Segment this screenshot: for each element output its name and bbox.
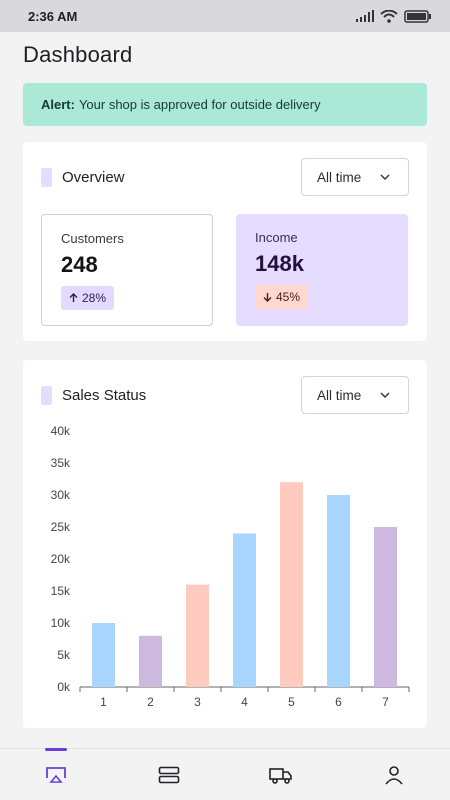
nav-item-delivery[interactable]: [251, 749, 311, 800]
customers-stat[interactable]: Customers 248 28%: [41, 214, 213, 326]
y-tick-label: 40k: [51, 424, 71, 438]
signal-icon: [356, 10, 374, 22]
status-bar: 2:36 AM: [0, 0, 450, 32]
chart-bar[interactable]: [139, 635, 162, 687]
customers-change: 28%: [82, 291, 107, 305]
battery-icon: [404, 9, 431, 23]
chevron-down-icon: [380, 392, 390, 398]
alert-label: Alert:: [41, 97, 75, 112]
x-tick-label: 2: [147, 695, 154, 709]
storage-icon: [158, 766, 180, 783]
chart-bar[interactable]: [327, 495, 350, 687]
y-tick-label: 15k: [51, 584, 71, 598]
overview-title-group: Overview: [41, 167, 125, 187]
sales-title: Sales Status: [62, 386, 147, 404]
y-tick-label: 30k: [51, 488, 71, 502]
arrow-down-icon: [263, 293, 272, 302]
x-tick-label: 3: [194, 695, 201, 709]
customers-label: Customers: [61, 231, 124, 246]
y-tick-label: 5k: [57, 648, 71, 662]
y-tick-label: 10k: [51, 616, 71, 630]
alert-message: Your shop is approved for outside delive…: [78, 97, 321, 112]
sales-header: Sales Status All time: [41, 360, 409, 430]
nav-item-profile[interactable]: [364, 749, 424, 800]
chart-bar[interactable]: [233, 533, 256, 687]
income-value: 148k: [255, 251, 304, 276]
wifi-icon: [380, 9, 398, 23]
sales-title-group: Sales Status: [41, 385, 147, 405]
income-change-badge: 45%: [255, 285, 309, 309]
overview-card: Overview All time Customers 248 28% Inco…: [23, 142, 427, 341]
sales-bar-chart: 0k 5k 10k 15k 20k 25k 30k 35k 40k 1 2 3 4 5 6 7: [51, 424, 410, 709]
sales-status-card: Sales Status All time 0k 5k 10k 15k 20k 25k 30…: [23, 360, 427, 728]
status-icons: [356, 9, 432, 23]
income-stat[interactable]: Income 148k 45%: [236, 214, 408, 326]
overview-header: Overview All time: [41, 142, 409, 212]
y-tick-label: 35k: [51, 456, 71, 470]
cast-icon: [46, 766, 67, 783]
chart-bar[interactable]: [92, 623, 115, 687]
income-change: 45%: [276, 290, 301, 304]
sales-swatch: [41, 385, 52, 405]
x-tick-label: 7: [382, 695, 389, 709]
x-tick-label: 6: [335, 695, 342, 709]
chart-bar[interactable]: [374, 527, 397, 687]
bottom-nav: [0, 747, 450, 800]
page-title: Dashboard: [23, 42, 133, 67]
overview-filter-select[interactable]: All time: [301, 158, 409, 196]
chevron-down-icon: [380, 174, 390, 180]
arrow-up-icon: [69, 293, 78, 302]
alert-banner: Alert: Your shop is approved for outside…: [23, 83, 427, 126]
status-time: 2:36 AM: [28, 8, 78, 24]
nav-item-storage[interactable]: [139, 749, 199, 800]
overview-swatch: [41, 167, 52, 187]
overview-filter-value: All time: [317, 169, 362, 185]
x-tick-label: 4: [241, 695, 248, 709]
profile-icon: [385, 765, 403, 785]
delivery-truck-icon: [269, 767, 293, 784]
chart-bar[interactable]: [186, 584, 209, 687]
y-tick-label: 25k: [51, 520, 71, 534]
sales-filter-select[interactable]: All time: [301, 376, 409, 414]
sales-filter-value: All time: [317, 387, 362, 403]
x-tick-label: 1: [100, 695, 107, 709]
nav-item-cast[interactable]: [26, 747, 86, 800]
customers-change-badge: 28%: [61, 286, 115, 310]
customers-value: 248: [61, 252, 98, 277]
x-tick-label: 5: [288, 695, 295, 709]
overview-title: Overview: [62, 168, 125, 186]
y-tick-label: 20k: [51, 552, 71, 566]
chart-bar[interactable]: [280, 482, 303, 687]
income-label: Income: [255, 230, 298, 245]
y-tick-label: 0k: [57, 680, 71, 694]
